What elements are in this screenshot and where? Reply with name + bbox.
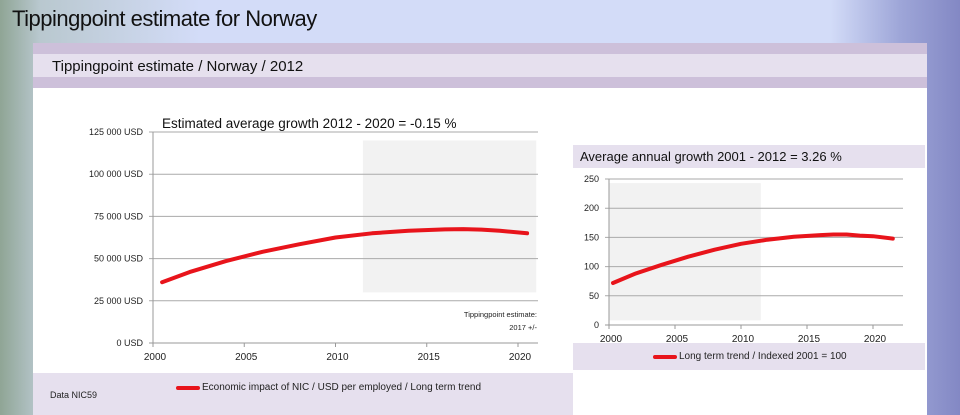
tippingpoint-annotation: Tippingpoint estimate: [464,310,537,319]
y-tick-label: 25 000 USD [94,296,144,306]
x-tick-label: 2020 [509,352,532,363]
tippingpoint-annotation: 2017 +/- [509,323,537,332]
slide-title: Tippingpoint estimate for Norway [12,6,317,31]
series-line [611,232,895,285]
y-tick-label: 250 [584,174,599,184]
y-tick-label: 100 000 USD [89,169,144,179]
x-tick-label: 2015 [418,352,441,363]
left-chart-title: Estimated average growth 2012 - 2020 = -… [162,116,457,131]
x-tick-label: 2015 [798,334,821,345]
left-legend-band [33,373,573,415]
x-tick-label: 2005 [666,334,689,345]
source-note: Data NIC59 [50,390,98,400]
y-tick-label: 150 [584,232,599,242]
x-tick-label: 2020 [864,334,887,345]
x-tick-label: 2010 [732,334,755,345]
header-band-top [33,43,927,54]
y-tick-label: 100 [584,262,599,272]
y-tick-label: 0 [594,320,599,330]
right-chart-legend: Long term trend / Indexed 2001 = 100 [653,351,847,362]
legend-label: Economic impact of NIC / USD per employe… [202,382,482,393]
y-tick-label: 0 USD [116,338,143,348]
x-tick-label: 2005 [235,352,258,363]
shaded-region [609,183,761,321]
y-tick-label: 125 000 USD [89,127,144,137]
x-tick-label: 2010 [326,352,349,363]
series-line [160,227,530,285]
right-chart-title: Average annual growth 2001 - 2012 = 3.26… [580,149,842,164]
legend-swatch [176,385,200,390]
header-band-bottom [33,77,927,88]
legend-swatch [653,354,677,359]
x-tick-label: 2000 [600,334,623,345]
legend-label: Long term trend / Indexed 2001 = 100 [679,351,847,362]
header-band: Tippingpoint estimate / Norway / 2012 [33,54,927,77]
y-tick-label: 200 [584,203,599,213]
slide-subtitle: Tippingpoint estimate / Norway / 2012 [52,58,304,75]
left-chart-legend: Economic impact of NIC / USD per employe… [176,382,481,393]
y-tick-label: 50 [589,291,599,301]
x-tick-label: 2000 [144,352,167,363]
right-title-band: Average annual growth 2001 - 2012 = 3.26… [573,145,925,168]
right-legend-band: Long term trend / Indexed 2001 = 100 [573,343,925,370]
y-tick-label: 75 000 USD [94,211,144,221]
y-tick-label: 50 000 USD [94,254,144,264]
